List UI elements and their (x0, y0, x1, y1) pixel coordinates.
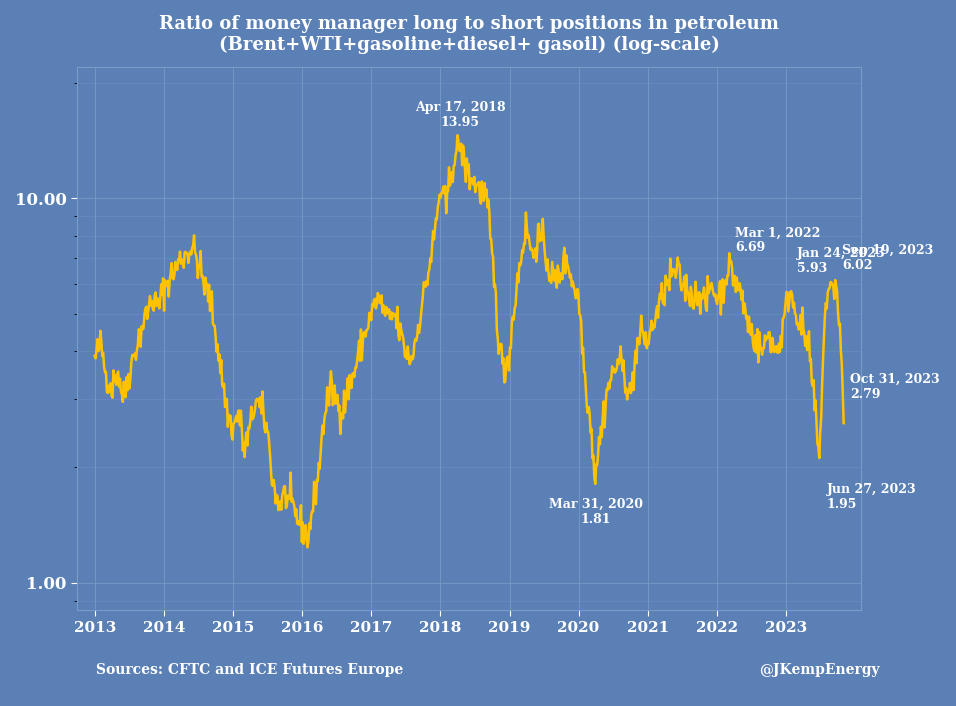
Text: @JKempEnergy: @JKempEnergy (759, 663, 880, 677)
Text: Mar 31, 2020
1.81: Mar 31, 2020 1.81 (549, 498, 642, 526)
Text: Sep 19, 2023
6.02: Sep 19, 2023 6.02 (842, 244, 934, 272)
Text: Mar 1, 2022
6.69: Mar 1, 2022 6.69 (735, 227, 820, 254)
Text: Jan 24, 2023
5.93: Jan 24, 2023 5.93 (797, 246, 886, 275)
Text: Jun 27, 2023
1.95: Jun 27, 2023 1.95 (827, 482, 916, 510)
Text: Oct 31, 2023
2.79: Oct 31, 2023 2.79 (851, 373, 940, 400)
Title: Ratio of money manager long to short positions in petroleum
(Brent+WTI+gasoline+: Ratio of money manager long to short pos… (160, 15, 779, 54)
Text: Apr 17, 2018
13.95: Apr 17, 2018 13.95 (415, 101, 506, 129)
Text: Sources: CFTC and ICE Futures Europe: Sources: CFTC and ICE Futures Europe (96, 663, 402, 677)
